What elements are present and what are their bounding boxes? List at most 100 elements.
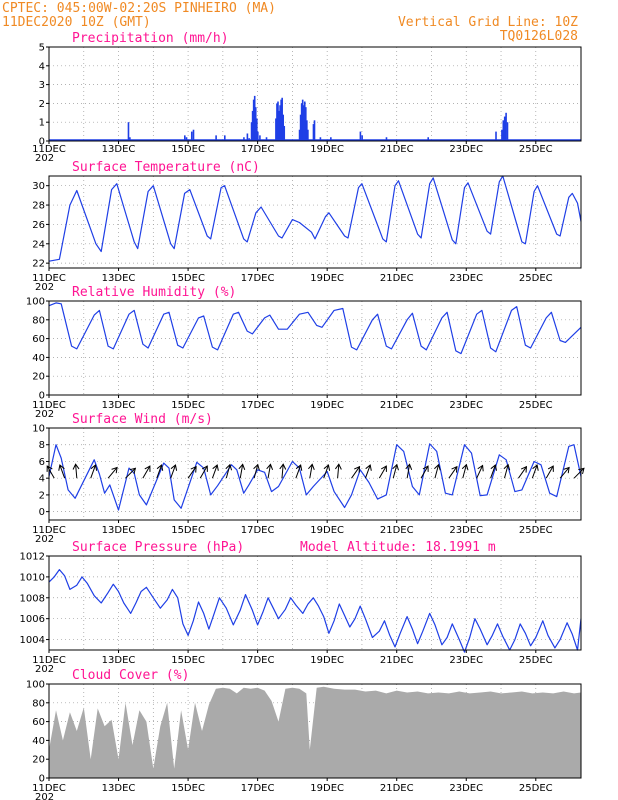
wind-arrow <box>531 464 539 479</box>
x-tick-label: 25DEC <box>519 273 553 284</box>
precip-bar <box>243 137 245 141</box>
wind-arrow <box>107 466 118 479</box>
precip-bar <box>302 105 305 141</box>
y-tick-label: 1012 <box>20 552 45 563</box>
x-tick-label: 17DEC <box>241 273 275 284</box>
precip-bar <box>252 99 255 141</box>
x-tick-label: 13DEC <box>102 144 136 155</box>
wind-arrow <box>238 463 246 479</box>
y-tick-label: 0 <box>39 507 45 518</box>
x-tick-label: 21DEC <box>380 400 414 411</box>
x-tick-label: 21DEC <box>380 655 414 666</box>
precip-bar <box>303 101 306 141</box>
precip-bar <box>215 135 217 141</box>
panel-2: 0 20 40 60 80 100 11DEC 13DEC 15DEC 17DEC 19DEC 21D… <box>26 285 582 420</box>
panels: 0 1 2 3 4 5 11DEC 13DEC 15DEC 17DEC 19DEC 21DEC 23DE… <box>20 31 585 800</box>
precip-bar <box>306 120 308 141</box>
panel-title: Relative Humidity (%) <box>72 285 236 300</box>
x-tick-label: 15DEC <box>171 144 205 155</box>
y-tick-label: 1006 <box>20 614 45 625</box>
y-tick-label: 22 <box>32 259 45 270</box>
precip-bar <box>265 137 268 141</box>
precip-bar <box>283 125 286 141</box>
wind-arrow <box>323 464 331 479</box>
wind-arrow <box>46 465 55 479</box>
precip-bar <box>313 120 316 141</box>
precip-bar <box>276 103 278 141</box>
panel-title: Surface Temperature (nC) <box>72 160 260 175</box>
x-tick-label: 25DEC <box>519 783 553 794</box>
plot-frame <box>48 427 582 521</box>
precip-bar <box>281 97 283 141</box>
x-tick-label: 15DEC <box>171 525 205 536</box>
x-tick-label: 25DEC <box>519 144 553 155</box>
wind-arrow <box>448 465 458 479</box>
plot-frame <box>48 683 582 779</box>
precip-bar <box>385 137 388 141</box>
precip-bar <box>185 137 188 141</box>
y-tick-label: 0 <box>39 391 45 402</box>
precip-bar <box>259 135 261 141</box>
y-tick-label: 0 <box>39 137 45 148</box>
wind-arrow <box>308 463 315 479</box>
y-tick-label: 26 <box>32 220 45 231</box>
wind-arrow <box>334 463 342 479</box>
x-tick-label: 13DEC <box>102 525 136 536</box>
wind-arrow <box>156 464 164 479</box>
x-tick-label: 17DEC <box>241 655 275 666</box>
precip-bar <box>307 129 309 141</box>
wind-arrow <box>476 464 484 479</box>
panel-title: Surface Wind (m/s) <box>72 412 213 427</box>
precip-bar <box>501 129 503 141</box>
precip-bar <box>257 131 259 141</box>
wind-arrow <box>90 464 98 479</box>
panel-title: Cloud Cover (%) <box>72 668 189 683</box>
x-tick-label: 13DEC <box>102 400 136 411</box>
y-tick-label: 40 <box>32 353 45 364</box>
panel-title: Precipitation (mm/h) <box>72 31 229 46</box>
precip-bar <box>277 101 279 141</box>
x-tick-label: 11DEC <box>32 144 66 155</box>
panel-annotation: Model Altitude: 18.1991 m <box>300 540 496 555</box>
x-tick-label: 11DEC <box>32 525 66 536</box>
wind-arrow <box>364 464 372 479</box>
precip-bar <box>280 99 282 141</box>
precip-bar <box>192 129 195 141</box>
x-tick-label: 21DEC <box>380 525 414 536</box>
x-tick-label: 15DEC <box>171 655 205 666</box>
panel-3: 0 2 4 6 8 10 11DEC 13DEC 15DEC 17DEC 19DEC 21DEC 23D… <box>32 412 585 545</box>
precip-bar <box>298 129 301 141</box>
x-tick-label: 23DEC <box>449 783 483 794</box>
series-line-4 <box>48 568 582 653</box>
x-year-label: 202 <box>35 664 54 675</box>
x-tick-label: 13DEC <box>102 273 136 284</box>
x-tick-label: 19DEC <box>310 400 344 411</box>
precip-bar <box>255 118 258 141</box>
y-tick-label: 100 <box>26 680 45 691</box>
y-tick-label: 24 <box>32 239 45 250</box>
y-tick-label: 1010 <box>20 572 45 583</box>
precip-bar <box>319 137 322 141</box>
x-year-label: 202 <box>35 792 54 800</box>
x-tick-label: 11DEC <box>32 400 66 411</box>
y-tick-label: 1008 <box>20 593 45 604</box>
wind-arrow <box>573 467 585 479</box>
x-year-label: 202 <box>35 282 54 293</box>
y-tick-label: 80 <box>32 315 45 326</box>
wind-arrow <box>518 465 527 479</box>
header-model: TQ0126L028 <box>500 29 578 44</box>
precip-bar <box>361 135 363 141</box>
y-tick-label: 60 <box>32 717 45 728</box>
wind-arrow <box>279 463 287 479</box>
y-tick-label: 28 <box>32 201 45 212</box>
x-tick-label: 11DEC <box>32 783 66 794</box>
wind-arrow <box>392 463 399 479</box>
y-tick-label: 5 <box>39 43 45 54</box>
y-tick-label: 4 <box>39 61 45 72</box>
header-date: 11DEC2020 10Z (GMT) <box>2 15 151 30</box>
precip-bar <box>312 124 315 141</box>
wind-arrow <box>125 467 137 479</box>
x-tick-label: 15DEC <box>171 400 205 411</box>
y-tick-label: 100 <box>26 297 45 308</box>
x-year-label: 202 <box>35 534 54 545</box>
